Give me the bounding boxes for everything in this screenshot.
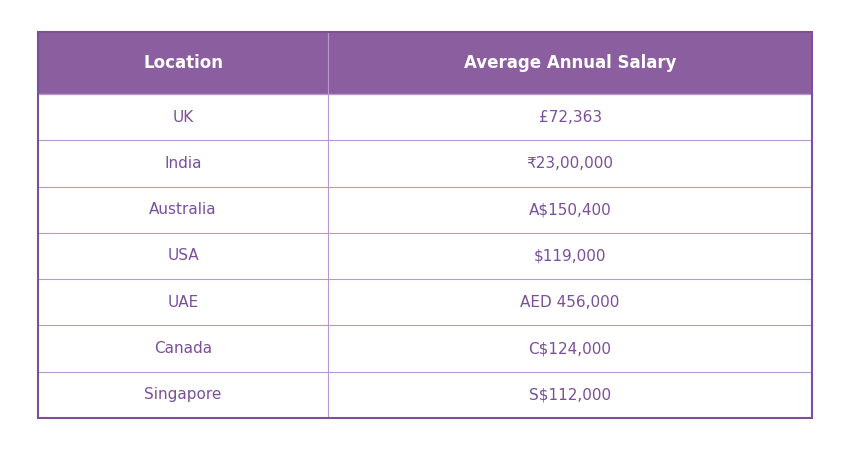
Text: Canada: Canada: [154, 341, 212, 356]
Text: A$150,400: A$150,400: [529, 202, 611, 217]
Bar: [38, 325, 812, 372]
Text: Location: Location: [143, 54, 223, 72]
Text: $119,000: $119,000: [534, 248, 606, 264]
Bar: [38, 32, 812, 94]
Text: Singapore: Singapore: [144, 387, 222, 402]
Text: India: India: [164, 156, 201, 171]
Text: UAE: UAE: [167, 295, 199, 310]
Text: Australia: Australia: [150, 202, 217, 217]
Bar: [38, 372, 812, 418]
Text: C$124,000: C$124,000: [529, 341, 612, 356]
Bar: [38, 279, 812, 325]
Text: USA: USA: [167, 248, 199, 264]
Text: AED 456,000: AED 456,000: [520, 295, 620, 310]
Bar: [38, 140, 812, 187]
Bar: [38, 187, 812, 233]
Text: S$112,000: S$112,000: [529, 387, 611, 402]
Bar: [38, 233, 812, 279]
Bar: [38, 32, 812, 418]
Text: £72,363: £72,363: [539, 110, 602, 125]
Text: UK: UK: [173, 110, 194, 125]
Text: ₹23,00,000: ₹23,00,000: [527, 156, 614, 171]
Bar: [38, 94, 812, 140]
Text: Average Annual Salary: Average Annual Salary: [464, 54, 677, 72]
